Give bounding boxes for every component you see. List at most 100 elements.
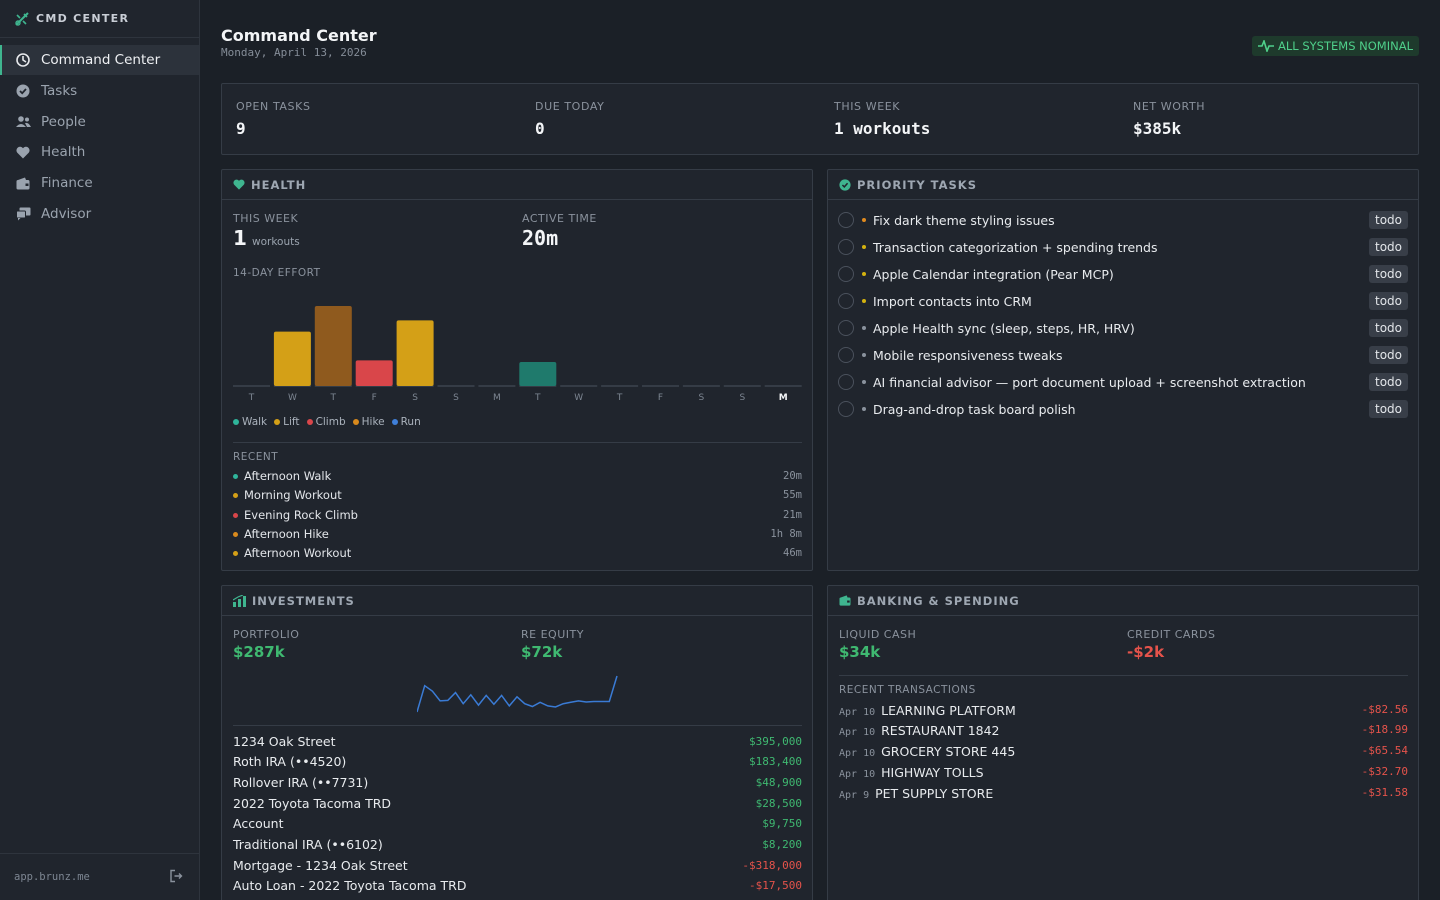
priority-dot — [862, 380, 866, 384]
task-status-badge[interactable]: todo — [1368, 346, 1408, 364]
day-tick-label: W — [574, 393, 583, 402]
task-row[interactable]: Apple Calendar integration (Pear MCP) tod… — [838, 263, 1408, 285]
workout-row[interactable]: Morning Workout 55m — [233, 486, 802, 504]
task-status-badge[interactable]: todo — [1368, 292, 1408, 310]
account-row[interactable]: Rollover IRA (••7731) $48,900 — [233, 772, 802, 792]
effort-baseline — [682, 385, 720, 387]
logout-icon[interactable] — [169, 868, 183, 887]
task-row[interactable]: AI financial advisor — port document upl… — [838, 371, 1408, 393]
account-row[interactable]: 2022 Toyota Tacoma TRD $28,500 — [233, 793, 802, 813]
active-time-value: 20m — [522, 226, 559, 250]
effort-bar[interactable] — [396, 320, 434, 386]
effort-bar[interactable] — [273, 331, 311, 386]
task-row[interactable]: Transaction categorization + spending tr… — [838, 236, 1408, 258]
transaction-row[interactable]: Apr 10 RESTAURANT 1842 -$18.99 — [839, 720, 1408, 740]
task-status-badge[interactable]: todo — [1368, 265, 1408, 283]
transaction-date: Apr 10 — [839, 727, 876, 739]
workout-name-wrap: Morning Workout — [233, 488, 342, 502]
sidebar: CMD CENTER Command Center Tasks People H… — [0, 0, 200, 900]
workout-name: Afternoon Walk — [244, 469, 332, 483]
account-name: Traditional IRA (••6102) — [233, 837, 383, 852]
transaction-row[interactable]: Apr 10 HIGHWAY TOLLS -$32.70 — [839, 761, 1408, 781]
transaction-row[interactable]: Apr 9 PET SUPPLY STORE -$31.58 — [839, 782, 1408, 802]
task-checkbox[interactable] — [838, 320, 854, 336]
workout-type-dot — [233, 474, 238, 479]
day-tick-label: S — [453, 393, 459, 402]
task-row[interactable]: Fix dark theme styling issues todo — [838, 209, 1408, 231]
divider — [233, 725, 802, 726]
effort-bar[interactable] — [355, 360, 393, 386]
account-row[interactable]: Account $9,750 — [233, 814, 802, 834]
workout-row[interactable]: Evening Rock Climb 21m — [233, 506, 802, 524]
task-checkbox[interactable] — [838, 266, 854, 282]
day-tick-label: M — [779, 393, 788, 402]
stat-open-tasks[interactable]: OPEN TASKS 9 — [222, 84, 521, 154]
sidebar-item-tasks[interactable]: Tasks — [0, 76, 199, 106]
transaction-date: Apr 10 — [839, 706, 876, 718]
effort-bar[interactable] — [519, 362, 557, 386]
task-status-badge[interactable]: todo — [1368, 238, 1408, 256]
priority-tasks-panel: PRIORITY TASKS Fix dark theme styling is… — [827, 169, 1419, 571]
stat-net-worth[interactable]: NET WORTH $385k — [1119, 84, 1418, 154]
transaction-amount: -$18.99 — [1361, 723, 1408, 737]
day-tick-label: S — [699, 393, 705, 402]
panel-header: PRIORITY TASKS — [828, 170, 1418, 200]
task-row[interactable]: Apple Health sync (sleep, steps, HR, HRV… — [838, 317, 1408, 339]
workout-name-wrap: Evening Rock Climb — [233, 508, 358, 522]
workout-row[interactable]: Afternoon Hike 1h 8m — [233, 525, 802, 543]
workout-row[interactable]: Afternoon Workout 46m — [233, 544, 802, 562]
sidebar-item-advisor[interactable]: Advisor — [0, 199, 199, 229]
panel-header: BANKING & SPENDING — [828, 586, 1418, 616]
workout-name: Evening Rock Climb — [244, 507, 358, 522]
day-tick-label: T — [330, 393, 337, 402]
workout-name: Morning Workout — [244, 488, 342, 503]
task-row[interactable]: Import contacts into CRM todo — [838, 290, 1408, 312]
liquid-cash-value: $34k — [839, 643, 881, 661]
account-row[interactable]: Traditional IRA (••6102) $8,200 — [233, 835, 802, 855]
task-checkbox[interactable] — [838, 293, 854, 309]
task-checkbox[interactable] — [838, 239, 854, 255]
workout-name-wrap: Afternoon Workout — [233, 546, 351, 560]
workout-row[interactable]: Afternoon Walk 20m — [233, 467, 802, 485]
effort-baseline — [233, 385, 270, 387]
task-status-badge[interactable]: todo — [1368, 373, 1408, 391]
legend-dot — [233, 419, 239, 425]
task-checkbox[interactable] — [838, 212, 854, 228]
task-row[interactable]: Mobile responsiveness tweaks todo — [838, 344, 1408, 366]
account-name: Auto Loan - 2022 Toyota Tacoma TRD — [233, 878, 467, 894]
task-checkbox[interactable] — [838, 347, 854, 363]
task-checkbox[interactable] — [838, 374, 854, 390]
stat-label: OPEN TASKS — [236, 100, 311, 113]
sidebar-item-health[interactable]: Health — [0, 137, 199, 167]
task-status-badge[interactable]: todo — [1368, 319, 1408, 337]
account-row[interactable]: Auto Loan - 2022 Toyota Tacoma TRD -$17,5… — [233, 876, 802, 896]
task-row[interactable]: Drag-and-drop task board polish todo — [838, 398, 1408, 420]
task-title: Apple Health sync (sleep, steps, HR, HRV… — [873, 320, 1135, 336]
account-row[interactable]: 1234 Oak Street $395,000 — [233, 731, 802, 751]
account-row[interactable]: Roth IRA (••4520) $183,400 — [233, 752, 802, 772]
portfolio-value: $287k — [233, 643, 285, 661]
transaction-row[interactable]: Apr 10 LEARNING PLATFORM -$82.56 — [839, 699, 1408, 719]
task-status-badge[interactable]: todo — [1368, 400, 1408, 418]
account-row[interactable]: Mortgage - 1234 Oak Street -$318,000 — [233, 855, 802, 875]
brand[interactable]: CMD CENTER — [0, 0, 199, 38]
account-name: 2022 Toyota Tacoma TRD — [233, 795, 392, 811]
sidebar-item-label: Advisor — [41, 205, 92, 222]
legend-label: Hike — [361, 416, 385, 428]
stat-due-today[interactable]: DUE TODAY 0 — [521, 84, 820, 154]
task-checkbox[interactable] — [838, 401, 854, 417]
legend-label: Climb — [315, 416, 346, 428]
sidebar-item-people[interactable]: People — [0, 107, 199, 137]
priority-dot — [862, 299, 866, 303]
sidebar-item-finance[interactable]: Finance — [0, 168, 199, 198]
transaction-row[interactable]: Apr 10 GROCERY STORE 445 -$65.54 — [839, 741, 1408, 761]
sidebar-item-label: People — [41, 113, 86, 130]
sidebar-item-label: Finance — [41, 175, 93, 192]
task-status-badge[interactable]: todo — [1368, 211, 1408, 229]
credit-cards-value: -$2k — [1127, 643, 1165, 661]
active-time-label: ACTIVE TIME — [522, 212, 597, 225]
wallet-icon — [839, 595, 851, 606]
stat-this-week[interactable]: THIS WEEK 1 workouts — [820, 84, 1119, 154]
sidebar-item-command-center[interactable]: Command Center — [0, 45, 199, 75]
effort-bar[interactable] — [314, 306, 352, 386]
